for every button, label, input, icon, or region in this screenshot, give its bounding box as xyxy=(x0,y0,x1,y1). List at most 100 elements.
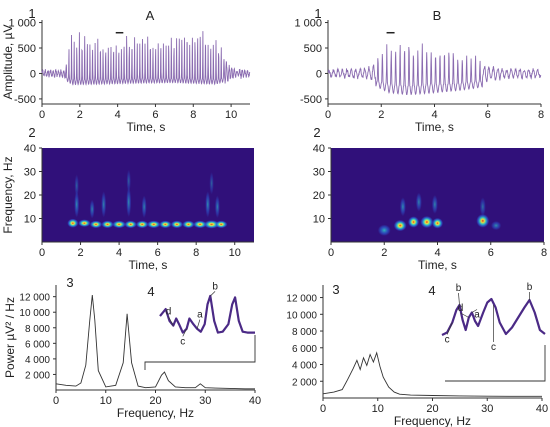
A4-inset-curve xyxy=(159,294,255,334)
A3-y-tick-label: 2 000 xyxy=(25,370,50,381)
A4-peak-label: d xyxy=(166,307,172,318)
A3-y-tick-label: 12 000 xyxy=(19,293,50,304)
A2-power-blob xyxy=(89,199,95,219)
A2-power-blob xyxy=(141,195,147,219)
A4-inset-scale-bar xyxy=(144,335,256,370)
B4-inset-scale-bar xyxy=(445,345,546,382)
B3-y-tick-label: 4 000 xyxy=(292,361,317,372)
A3-x-tick-label: 40 xyxy=(249,395,261,407)
B1-y-tick-label: 0 xyxy=(316,68,322,80)
B1-x-tick-label: 6 xyxy=(485,109,491,121)
A2-power-blob xyxy=(124,220,137,229)
B2-power-blob xyxy=(431,217,444,229)
A2-x-tick-label: 2 xyxy=(77,247,83,259)
A2-power-blob xyxy=(203,220,220,229)
A2-power-blob xyxy=(214,195,220,219)
A2-x-tick-label: 0 xyxy=(39,247,45,259)
A3-axes xyxy=(53,285,256,393)
A2-power-blob xyxy=(126,169,131,193)
B3-x-tick-label: 40 xyxy=(536,403,548,415)
A2-x-tick-label: 10 xyxy=(229,247,241,259)
A1-y-tick-label: 500 xyxy=(18,43,36,55)
A1-x-tick-label: 2 xyxy=(77,109,83,121)
A1-x-tick-label: 6 xyxy=(152,109,158,121)
B2-x-axis-label: Time, s xyxy=(418,258,457,272)
A4-label-leader xyxy=(182,328,187,337)
B2-y-tick-label: 20 xyxy=(313,190,325,202)
B2-axes xyxy=(328,147,545,245)
A2-power-blob xyxy=(78,219,91,227)
A1-y-tick-label: 0 xyxy=(30,68,36,80)
B1-x-tick-label: 4 xyxy=(431,109,437,121)
B2-power-blob xyxy=(479,197,486,217)
A2-x-tick-label: 4 xyxy=(116,247,122,259)
B1-x-axis-label: Time, s xyxy=(415,120,454,134)
B3-y-tick-label: 2 000 xyxy=(292,377,317,388)
B3-x-tick-label: 30 xyxy=(481,403,493,415)
B2-power-blob xyxy=(476,214,490,228)
A2-power-blob xyxy=(112,220,126,229)
A2-y-tick-label: 30 xyxy=(24,167,36,179)
B2-x-tick-label: 8 xyxy=(541,247,547,259)
A2-power-blob xyxy=(209,171,214,195)
A1-axes xyxy=(39,20,250,107)
A3-y-tick-label: 4 000 xyxy=(25,355,50,366)
A2-y-axis-label: Frequency, Hz xyxy=(1,156,15,233)
A2-power-blob xyxy=(182,220,195,229)
A3-y-tick-label: 6 000 xyxy=(25,339,50,350)
B4-peak-label: b xyxy=(456,283,462,294)
B3-y-tick-label: 12 000 xyxy=(286,294,317,305)
A2-power-blob xyxy=(146,220,161,229)
B4-peak-label: b xyxy=(527,282,533,293)
B3-x-axis-label: Frequency, Hz xyxy=(394,414,471,427)
A2-power-blob xyxy=(215,220,228,229)
B3-x-tick-label: 10 xyxy=(372,403,384,415)
B1-y-tick-label: 1 000 xyxy=(294,18,322,30)
A3-panel-number: 3 xyxy=(66,275,73,290)
A2-power-blob xyxy=(89,220,103,229)
A3-x-tick-label: 20 xyxy=(149,395,161,407)
B4-peak-label: c xyxy=(491,342,496,353)
B2-x-tick-label: 6 xyxy=(488,247,494,259)
B1-panel-letter: B xyxy=(433,8,442,23)
A2-y-tick-label: 10 xyxy=(24,214,36,226)
A3-spectrum-line xyxy=(55,295,255,390)
B2-power-blob xyxy=(399,197,406,217)
A2-power-blob xyxy=(126,187,132,218)
B1-y-tick-label: 500 xyxy=(304,43,322,55)
A2-power-blob xyxy=(170,220,184,229)
B1-y-tick-label: -500 xyxy=(300,94,322,106)
B3-y-tick-label: 10 000 xyxy=(286,310,317,321)
A2-power-blob xyxy=(205,191,211,218)
A2-power-blob xyxy=(136,220,149,229)
B2-power-blob xyxy=(490,221,502,231)
B2-power-blob xyxy=(393,219,407,232)
A3-x-axis-label: Frequency, Hz xyxy=(117,406,194,420)
B2-power-blob xyxy=(407,216,420,228)
B2-power-blob xyxy=(377,224,391,236)
B1-signal-trace xyxy=(327,43,542,96)
A3-y-tick-label: 10 000 xyxy=(19,308,50,319)
A1-signal-trace xyxy=(41,31,251,86)
B2-power-blob xyxy=(420,216,434,229)
B4-panel-number: 4 xyxy=(428,283,435,298)
B2-x-tick-label: 2 xyxy=(381,247,387,259)
B2-x-tick-label: 0 xyxy=(328,247,334,259)
B3-y-tick-label: 8 000 xyxy=(292,327,317,338)
A1-y-axis-label: Amplitude, µV xyxy=(1,25,15,100)
B4-label-leader xyxy=(471,309,478,313)
A2-axes xyxy=(39,147,254,245)
B3-x-tick-label: 0 xyxy=(320,403,326,415)
B1-x-tick-label: 8 xyxy=(538,109,544,121)
B2-y-tick-label: 30 xyxy=(313,167,325,179)
A2-power-blob xyxy=(193,220,207,229)
B3-spectrum-line xyxy=(322,351,542,397)
A2-power-blob xyxy=(159,220,172,229)
A2-x-axis-label: Time, s xyxy=(129,258,168,272)
A1-panel-letter: A xyxy=(146,8,155,23)
A2-y-tick-label: 20 xyxy=(24,190,36,202)
B4-inset-curve xyxy=(441,297,546,336)
B3-axes xyxy=(320,285,543,401)
B2-power-blob xyxy=(415,192,422,212)
A3-y-tick-label: 8 000 xyxy=(25,324,50,335)
